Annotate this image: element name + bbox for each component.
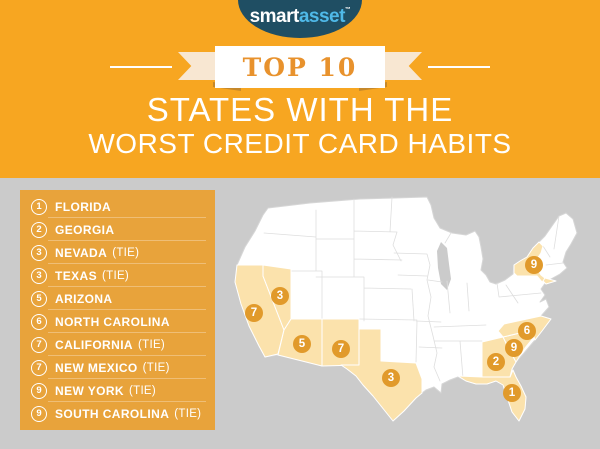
tie-label: (TIE) (174, 407, 202, 420)
title-line2: WORST CREDIT CARD HABITS (88, 128, 512, 159)
header-banner: smartasset™ TOP 10 STATES WITH THE WORST… (0, 0, 600, 178)
map-badge-california: 7 (245, 304, 263, 322)
tie-label: (TIE) (138, 338, 166, 351)
state-new-york-long-island (542, 277, 557, 285)
map-badge-nevada: 3 (271, 287, 289, 305)
state-florida-highlight (457, 369, 527, 422)
ribbon-line-left (110, 66, 172, 68)
rank-item-8: 7 NEW MEXICO (TIE) (20, 356, 215, 379)
map-badge-texas: 3 (382, 369, 400, 387)
rank-number-circle: 6 (31, 313, 47, 330)
rank-number-circle: 9 (31, 382, 47, 399)
state-name: NORTH CAROLINA (55, 314, 170, 329)
tie-label: (TIE) (102, 269, 130, 282)
state-name: CALIFORNIA (55, 337, 133, 352)
logo-smart: smart (249, 6, 300, 27)
map-badge-new-mexico: 7 (332, 340, 350, 358)
ranking-panel: 1 FLORIDA 2 GEORGIA 3 NEVADA (TIE) 3 TEXAS (TI… (20, 190, 215, 430)
lake-michigan (437, 242, 451, 290)
page-title: STATES WITH THE WORST CREDIT CARD HABITS (0, 91, 600, 160)
us-map: 3 7 5 7 3 9 6 9 2 1 (220, 185, 600, 449)
rank-item-10: 9 SOUTH CAROLINA (TIE) (20, 402, 215, 425)
map-badge-new-york: 9 (525, 256, 543, 274)
rank-number-circle: 9 (31, 405, 47, 422)
tie-label: (TIE) (112, 246, 140, 259)
rank-number-circle: 3 (31, 244, 47, 261)
rank-number-circle: 1 (31, 198, 47, 215)
rank-number-circle: 5 (31, 290, 47, 307)
ribbon-label: TOP 10 (242, 52, 358, 82)
rank-number-circle: 3 (31, 267, 47, 284)
logo-asset: asset (298, 6, 346, 27)
state-name: FLORIDA (55, 199, 112, 214)
trademark-symbol: ™ (344, 7, 351, 13)
rank-item-9: 9 NEW YORK (TIE) (20, 379, 215, 402)
map-badge-florida: 1 (503, 384, 521, 402)
ribbon-wing-left (178, 52, 215, 80)
us-map-svg (234, 196, 578, 422)
state-name: TEXAS (55, 268, 98, 283)
logo-text: smartasset™ (238, 6, 362, 28)
title-line1: STATES WITH THE (146, 91, 454, 128)
state-name: ARIZONA (55, 291, 113, 306)
rank-item-2: 2 GEORGIA (20, 218, 215, 241)
state-name: NEW MEXICO (55, 360, 138, 375)
state-texas-highlight (340, 328, 423, 422)
state-name: NEVADA (55, 245, 108, 260)
state-name: SOUTH CAROLINA (55, 406, 170, 421)
state-borders (263, 196, 564, 382)
rank-number-circle: 7 (31, 336, 47, 353)
ribbon-line-right (428, 66, 490, 68)
rank-item-5: 5 ARIZONA (20, 287, 215, 310)
rank-item-7: 7 CALIFORNIA (TIE) (20, 333, 215, 356)
map-badge-georgia: 2 (487, 353, 505, 371)
map-badge-arizona: 5 (293, 335, 311, 353)
tie-label: (TIE) (128, 384, 157, 397)
state-name: NEW YORK (55, 383, 124, 398)
map-badge-south-carolina: 9 (505, 339, 523, 357)
rank-item-6: 6 NORTH CAROLINA (20, 310, 215, 333)
rank-item-4: 3 TEXAS (TIE) (20, 264, 215, 287)
rank-number-circle: 2 (31, 221, 47, 238)
map-badge-north-carolina: 6 (518, 322, 536, 340)
tie-label: (TIE) (142, 361, 170, 374)
top10-ribbon: TOP 10 (215, 46, 385, 88)
smartasset-logo: smartasset™ (238, 0, 362, 38)
rank-item-3: 3 NEVADA (TIE) (20, 241, 215, 264)
rank-item-1: 1 FLORIDA (20, 195, 215, 218)
ribbon-wing-right (385, 52, 422, 80)
state-name: GEORGIA (55, 222, 115, 237)
rank-number-circle: 7 (31, 359, 47, 376)
